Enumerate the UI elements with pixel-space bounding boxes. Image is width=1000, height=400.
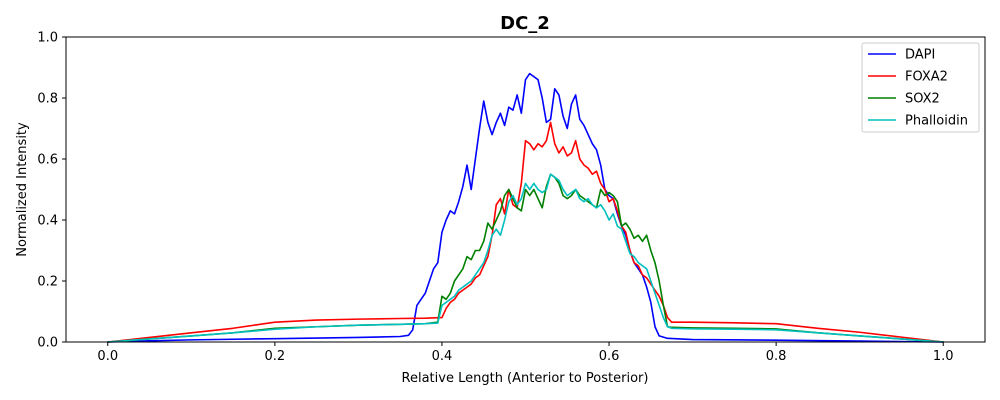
y-tick-label: 0.4 <box>37 214 58 229</box>
x-axis-label: Relative Length (Anterior to Posterior) <box>402 371 649 386</box>
series-line-phalloidin <box>106 173 945 343</box>
legend-label: SOX2 <box>905 92 940 107</box>
legend-label: Phalloidin <box>905 114 968 129</box>
y-axis: 0.0 0.2 0.4 0.6 0.8 1.0 <box>37 31 66 351</box>
axes-frame <box>65 36 986 343</box>
legend-label: FOXA2 <box>905 70 948 85</box>
y-tick-label: 0.8 <box>37 92 58 107</box>
y-tick-label: 0.0 <box>37 336 58 351</box>
x-tick-label: 0.4 <box>432 349 453 364</box>
x-tick-label: 0.0 <box>97 349 118 364</box>
y-tick-label: 0.6 <box>37 153 58 168</box>
chart-title: DC_2 <box>500 13 550 34</box>
legend: DAPI FOXA2 SOX2 Phalloidin <box>861 42 980 133</box>
legend-box <box>861 42 980 133</box>
y-tick-label: 1.0 <box>37 31 58 46</box>
x-axis: 0.0 0.2 0.4 0.6 0.8 1.0 <box>97 342 954 364</box>
x-tick-label: 1.0 <box>933 349 954 364</box>
legend-items: DAPI FOXA2 SOX2 Phalloidin <box>868 48 968 129</box>
series-layer <box>106 72 945 343</box>
x-tick-label: 0.8 <box>766 349 787 364</box>
y-tick-label: 0.2 <box>37 275 58 290</box>
x-tick-label: 0.2 <box>265 349 286 364</box>
y-axis-label: Normalized Intensity <box>15 122 30 257</box>
legend-label: DAPI <box>905 48 935 63</box>
x-tick-label: 0.6 <box>599 349 620 364</box>
plot-area <box>65 36 986 343</box>
